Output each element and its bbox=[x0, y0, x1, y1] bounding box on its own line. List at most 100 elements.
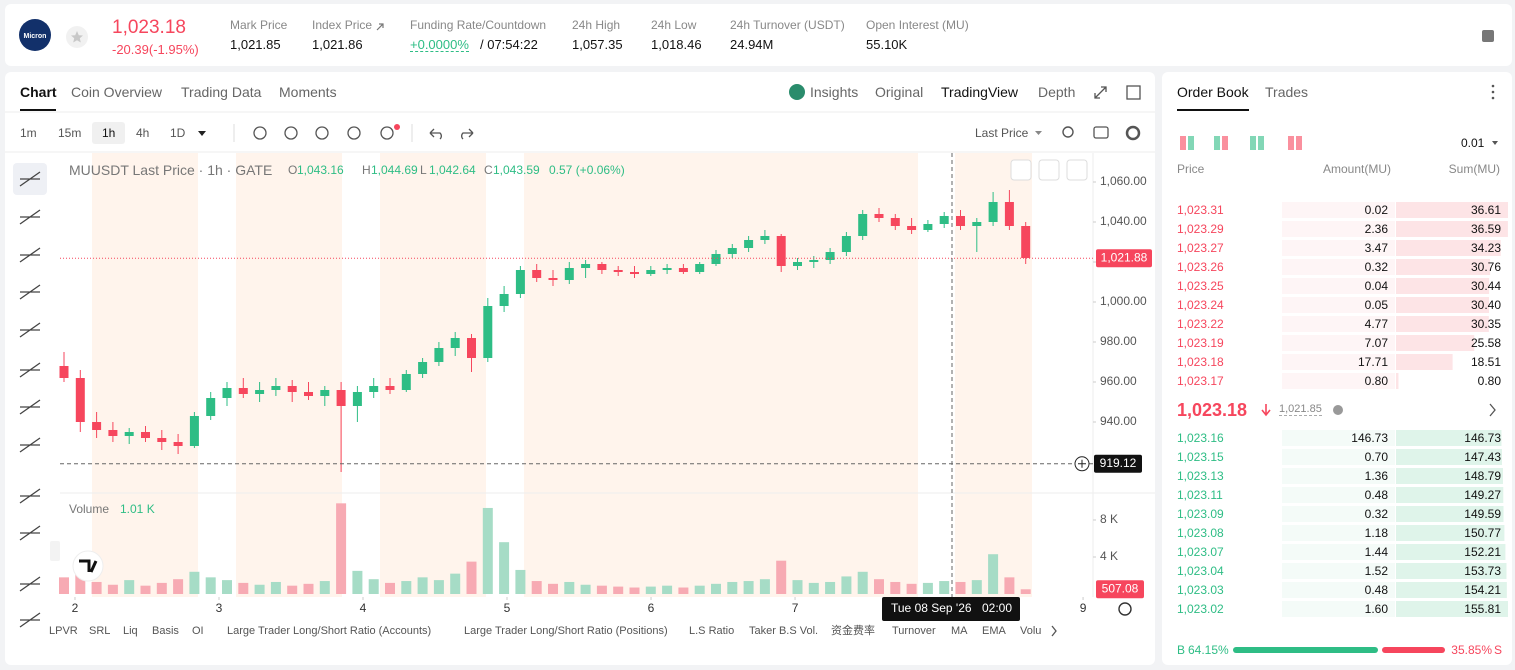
ob-menu-dot bbox=[1491, 96, 1495, 100]
ob-layout-icon[interactable] bbox=[1288, 136, 1294, 150]
indicator-button[interactable]: Volu bbox=[1020, 625, 1042, 637]
indicator-button[interactable]: Taker B.S Vol. bbox=[749, 625, 819, 637]
drawing-tool[interactable] bbox=[19, 209, 41, 225]
toolbar-icon[interactable] bbox=[347, 126, 361, 140]
chart-control[interactable] bbox=[1010, 159, 1032, 181]
settings-icon[interactable] bbox=[1125, 125, 1141, 141]
ob-price[interactable]: 1,023.18 bbox=[1177, 355, 1224, 369]
view-tab[interactable]: Depth bbox=[1038, 84, 1076, 100]
stat-label: Funding Rate/Countdown bbox=[410, 18, 547, 32]
drawing-tool[interactable] bbox=[19, 362, 41, 378]
header-menu-icon[interactable] bbox=[1482, 30, 1494, 42]
ob-price[interactable]: 1,023.19 bbox=[1177, 336, 1224, 350]
drawing-tool[interactable] bbox=[19, 284, 41, 300]
chart-tab[interactable]: Moments bbox=[279, 84, 337, 100]
price-type-select[interactable]: Last Price bbox=[975, 126, 1029, 140]
indicator-button[interactable]: Turnover bbox=[892, 625, 936, 637]
ob-precision[interactable]: 0.01 bbox=[1461, 136, 1485, 150]
indicator-button[interactable]: Liq bbox=[123, 625, 138, 637]
indicator-button[interactable]: MA bbox=[951, 625, 968, 637]
indicator-button[interactable]: L.S Ratio bbox=[689, 625, 735, 637]
ob-layout-icon[interactable] bbox=[1180, 136, 1186, 150]
chart-control[interactable] bbox=[1066, 159, 1088, 181]
indicator-button[interactable]: LPVR bbox=[49, 625, 78, 637]
ob-price[interactable]: 1,023.29 bbox=[1177, 222, 1224, 236]
drawing-tool[interactable] bbox=[19, 171, 41, 187]
collapse-toolbar[interactable] bbox=[50, 541, 60, 561]
ob-amount-bg bbox=[1282, 601, 1395, 617]
interval-dropdown[interactable] bbox=[198, 131, 206, 136]
toolbar-icon[interactable] bbox=[253, 126, 267, 140]
drawing-tool[interactable] bbox=[19, 488, 41, 504]
ob-price[interactable]: 1,023.11 bbox=[1177, 488, 1223, 502]
interval-button[interactable]: 1D bbox=[170, 126, 186, 140]
interval-button[interactable]: 1m bbox=[20, 126, 37, 140]
interval-button[interactable]: 4h bbox=[136, 126, 150, 140]
ob-price[interactable]: 1,023.09 bbox=[1177, 507, 1224, 521]
ohlc-change: 0.57 (+0.06%) bbox=[549, 163, 625, 177]
search-icon[interactable] bbox=[1062, 126, 1074, 138]
indicator-button[interactable]: 资金费率 bbox=[831, 625, 875, 637]
ob-price[interactable]: 1,023.02 bbox=[1177, 602, 1224, 616]
expand-icon[interactable] bbox=[1094, 86, 1107, 99]
chart-control[interactable] bbox=[1038, 159, 1060, 181]
view-tab[interactable]: TradingView bbox=[941, 84, 1019, 100]
ob-price[interactable]: 1,023.03 bbox=[1177, 583, 1224, 597]
candle-body bbox=[1021, 226, 1031, 258]
ob-layout-icon[interactable] bbox=[1250, 136, 1256, 150]
ob-depth-bar bbox=[1396, 506, 1504, 522]
indicator-button[interactable]: Large Trader Long/Short Ratio (Positions… bbox=[464, 625, 668, 637]
drawing-tool[interactable] bbox=[19, 247, 41, 263]
ob-price[interactable]: 1,023.16 bbox=[1177, 431, 1224, 445]
indicator-button[interactable]: EMA bbox=[982, 625, 1006, 637]
indicators-more[interactable] bbox=[1051, 625, 1057, 637]
indicator-button[interactable]: OI bbox=[192, 625, 204, 637]
axis-settings-icon[interactable] bbox=[1118, 602, 1132, 616]
chart-tab[interactable]: Coin Overview bbox=[71, 84, 163, 100]
indicator-button[interactable]: Basis bbox=[152, 625, 179, 637]
drawing-tool[interactable] bbox=[19, 525, 41, 541]
ob-price[interactable]: 1,023.04 bbox=[1177, 564, 1224, 578]
interval-button[interactable]: 1h bbox=[102, 126, 116, 140]
ob-price[interactable]: 1,023.15 bbox=[1177, 450, 1224, 464]
ob-price[interactable]: 1,023.26 bbox=[1177, 260, 1224, 274]
candle-body bbox=[548, 278, 558, 280]
ob-price[interactable]: 1,023.17 bbox=[1177, 374, 1224, 388]
toolbar-icon[interactable] bbox=[315, 126, 329, 140]
ob-tab[interactable]: Trades bbox=[1265, 84, 1309, 100]
volume-bar bbox=[124, 580, 135, 594]
ob-price[interactable]: 1,023.25 bbox=[1177, 279, 1224, 293]
window-icon[interactable] bbox=[1126, 85, 1141, 100]
volume-bar bbox=[222, 580, 232, 594]
indicator-button[interactable]: SRL bbox=[89, 625, 111, 637]
chart-tab[interactable]: Chart bbox=[20, 84, 57, 100]
volume-bar bbox=[743, 581, 754, 594]
undo-icon[interactable] bbox=[429, 128, 442, 140]
ob-price[interactable]: 1,023.24 bbox=[1177, 298, 1224, 312]
camera-icon[interactable] bbox=[1093, 126, 1109, 139]
view-tab[interactable]: Original bbox=[875, 84, 924, 100]
ob-tab[interactable]: Order Book bbox=[1177, 84, 1249, 100]
drawing-tool[interactable] bbox=[19, 612, 41, 628]
view-tab[interactable]: Insights bbox=[810, 84, 859, 100]
ob-price[interactable]: 1,023.13 bbox=[1177, 469, 1224, 483]
ob-layout-icon[interactable] bbox=[1214, 136, 1220, 150]
ob-price[interactable]: 1,023.07 bbox=[1177, 545, 1224, 559]
toolbar-icon[interactable] bbox=[380, 126, 394, 140]
ob-price[interactable]: 1,023.08 bbox=[1177, 526, 1224, 540]
chart-tab[interactable]: Trading Data bbox=[181, 84, 262, 100]
indicator-button[interactable]: Large Trader Long/Short Ratio (Accounts) bbox=[227, 625, 432, 637]
drawing-tool[interactable] bbox=[19, 437, 41, 453]
drawing-tool[interactable] bbox=[19, 399, 41, 415]
ob-price[interactable]: 1,023.27 bbox=[1177, 241, 1224, 255]
toolbar-icon[interactable] bbox=[284, 126, 298, 140]
candle-body bbox=[956, 216, 965, 226]
interval-button[interactable]: 15m bbox=[58, 126, 82, 140]
redo-icon[interactable] bbox=[461, 128, 474, 140]
ob-price[interactable]: 1,023.22 bbox=[1177, 317, 1224, 331]
drawing-tool[interactable] bbox=[19, 322, 41, 338]
ob-price[interactable]: 1,023.31 bbox=[1177, 203, 1224, 217]
drawing-tool[interactable] bbox=[19, 576, 41, 592]
ob-more[interactable] bbox=[1489, 403, 1496, 417]
